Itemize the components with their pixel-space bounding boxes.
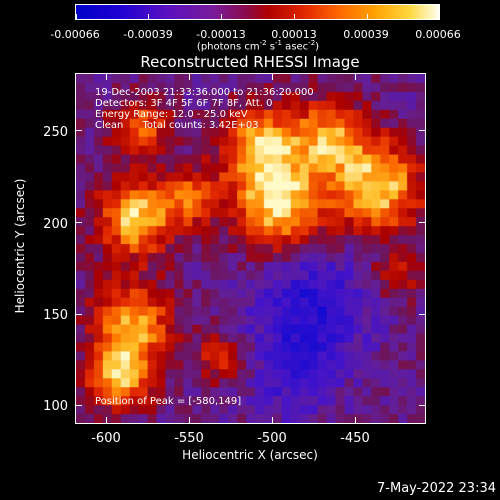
x-tick-label: -500: [257, 431, 287, 446]
x-tick-label: -450: [340, 431, 370, 446]
colorbar-tick: [438, 14, 439, 19]
colorbar-tick: [221, 14, 222, 19]
colorbar-units: (photons cm-2 s-1 asec-2): [196, 39, 320, 53]
colorbar-tick: [367, 14, 368, 19]
x-tick: [106, 74, 107, 80]
peak-position-label: Position of Peak = [-580,149]: [95, 396, 242, 407]
x-tick: [106, 417, 107, 423]
y-tick: [76, 130, 82, 131]
clean-counts-label: Clean Total counts: 3.42E+03: [95, 120, 259, 131]
y-tick: [419, 222, 425, 223]
x-tick: [189, 417, 190, 423]
rhessi-image: 19-Dec-2003 21:33:36.000 to 21:36:20.000…: [75, 73, 426, 424]
x-tick: [272, 417, 273, 423]
timestamp: 7-May-2022 23:34: [377, 481, 496, 496]
y-tick: [76, 405, 82, 406]
heatmap-image: [76, 74, 425, 423]
colorbar-tick-label: 0.00039: [343, 28, 389, 41]
detectors-label: Detectors: 3F 4F 5F 6F 7F 8F, Att. 0: [95, 98, 273, 109]
colorbar-tick: [148, 14, 149, 19]
x-tick: [189, 74, 190, 80]
plot-title: Reconstructed RHESSI Image: [140, 53, 360, 71]
x-axis-title: Heliocentric X (arcsec): [182, 448, 318, 462]
colorbar-tick-label: -0.00039: [123, 28, 173, 41]
y-tick-label: 100: [43, 399, 68, 414]
y-tick: [76, 222, 82, 223]
x-tick: [272, 74, 273, 80]
colorbar: [75, 4, 440, 20]
x-tick: [355, 417, 356, 423]
energy-range-label: Energy Range: 12.0 - 25.0 keV: [95, 109, 248, 120]
colorbar-tick: [294, 14, 295, 19]
y-tick-label: 200: [43, 217, 68, 232]
colorbar-tick-label: -0.00066: [50, 28, 100, 41]
y-tick: [419, 130, 425, 131]
y-tick: [419, 314, 425, 315]
colorbar-tick-label: -0.00013: [196, 28, 246, 41]
y-tick-label: 250: [43, 125, 68, 140]
y-tick: [76, 314, 82, 315]
colorbar-tick-label: 0.00066: [415, 28, 461, 41]
y-tick-label: 150: [43, 308, 68, 323]
colorbar-tick: [76, 14, 77, 19]
y-axis-title: Heliocentric Y (arcsec): [13, 178, 27, 314]
time-range-label: 19-Dec-2003 21:33:36.000 to 21:36:20.000: [95, 87, 314, 98]
colorbar-tick-label: 0.00013: [271, 28, 317, 41]
y-tick: [419, 405, 425, 406]
x-tick: [355, 74, 356, 80]
x-tick-label: -550: [174, 431, 204, 446]
x-tick-label: -600: [91, 431, 121, 446]
